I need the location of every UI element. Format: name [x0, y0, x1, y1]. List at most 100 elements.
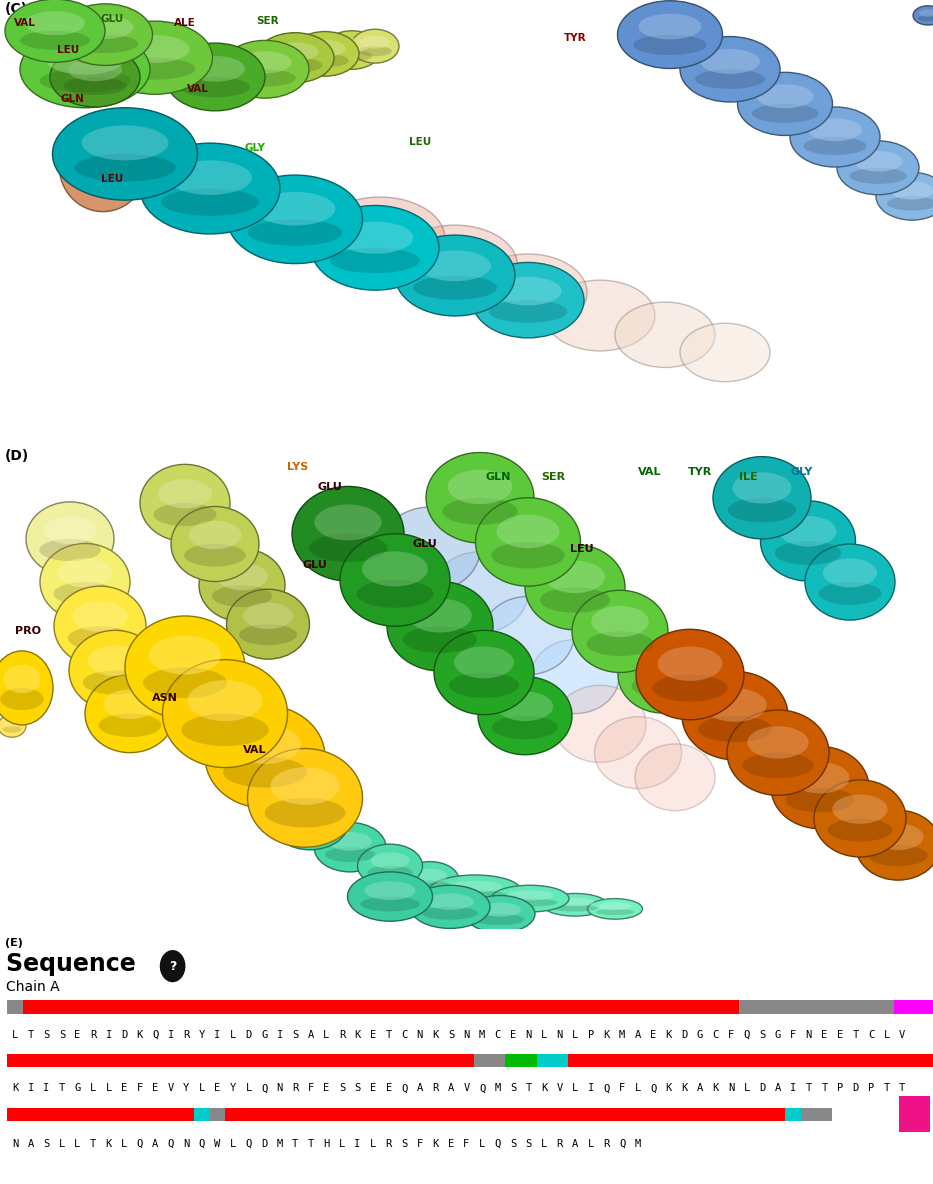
Ellipse shape: [347, 871, 433, 921]
Text: A: A: [448, 1083, 454, 1093]
Text: VAL: VAL: [14, 18, 36, 28]
Ellipse shape: [69, 630, 161, 710]
Text: E: E: [821, 1030, 828, 1040]
Bar: [786, 1108, 801, 1121]
Text: S: S: [339, 1083, 345, 1093]
Ellipse shape: [412, 869, 448, 883]
Ellipse shape: [728, 497, 796, 522]
Ellipse shape: [337, 221, 413, 253]
Ellipse shape: [618, 1, 722, 69]
Ellipse shape: [760, 501, 856, 581]
Ellipse shape: [4, 665, 41, 693]
Text: I: I: [28, 1083, 34, 1093]
Ellipse shape: [59, 120, 147, 212]
Ellipse shape: [805, 543, 895, 620]
Bar: [210, 1108, 225, 1121]
Ellipse shape: [465, 895, 535, 933]
Text: S: S: [759, 1030, 765, 1040]
Text: L: L: [324, 1030, 329, 1040]
Ellipse shape: [168, 160, 252, 195]
Text: TYR: TYR: [688, 466, 712, 477]
Text: E: E: [510, 1030, 516, 1040]
Ellipse shape: [808, 118, 862, 141]
Ellipse shape: [496, 515, 560, 548]
Ellipse shape: [98, 21, 213, 95]
Text: N: N: [277, 1083, 283, 1093]
Ellipse shape: [695, 69, 765, 89]
Text: V: V: [168, 1083, 174, 1093]
Bar: [7, 1000, 23, 1014]
Ellipse shape: [188, 521, 242, 549]
Bar: [194, 1108, 210, 1121]
Ellipse shape: [140, 464, 230, 541]
Text: E: E: [324, 1083, 329, 1093]
Ellipse shape: [46, 45, 124, 75]
Text: K: K: [136, 1030, 143, 1040]
Text: GLY: GLY: [244, 143, 265, 153]
Ellipse shape: [73, 601, 128, 632]
Text: L: L: [12, 1030, 19, 1040]
Text: G: G: [774, 1030, 781, 1040]
Text: R: R: [90, 1030, 96, 1040]
Ellipse shape: [545, 281, 655, 350]
Text: LEU: LEU: [57, 45, 79, 54]
Text: GLU: GLU: [317, 483, 342, 493]
Ellipse shape: [309, 534, 387, 562]
Ellipse shape: [803, 137, 867, 155]
Text: S: S: [525, 1139, 532, 1148]
Text: S: S: [43, 1139, 49, 1148]
Ellipse shape: [181, 714, 269, 746]
Text: S: S: [43, 1030, 49, 1040]
Ellipse shape: [743, 753, 814, 778]
Ellipse shape: [432, 552, 528, 633]
Ellipse shape: [525, 545, 625, 630]
Text: M: M: [494, 1083, 501, 1093]
Ellipse shape: [20, 31, 90, 50]
Text: L: L: [59, 1139, 65, 1148]
Ellipse shape: [20, 31, 150, 108]
Ellipse shape: [180, 77, 250, 97]
Ellipse shape: [72, 34, 138, 53]
Ellipse shape: [53, 583, 117, 605]
Text: N: N: [183, 1139, 189, 1148]
Ellipse shape: [652, 675, 728, 702]
Text: T: T: [28, 1030, 34, 1040]
Text: R: R: [557, 1139, 563, 1148]
Text: E: E: [370, 1083, 376, 1093]
Text: K: K: [665, 1083, 672, 1093]
Ellipse shape: [849, 168, 907, 184]
Text: L: L: [121, 1139, 127, 1148]
Bar: [801, 1108, 832, 1121]
Ellipse shape: [72, 166, 133, 193]
Text: T: T: [90, 1139, 96, 1148]
Ellipse shape: [422, 907, 478, 920]
Text: L: L: [884, 1030, 890, 1040]
Ellipse shape: [25, 11, 85, 36]
Ellipse shape: [449, 673, 519, 697]
Text: SER: SER: [257, 15, 279, 26]
Ellipse shape: [234, 70, 296, 86]
Ellipse shape: [572, 591, 668, 673]
Ellipse shape: [356, 580, 434, 607]
Text: F: F: [619, 1083, 625, 1093]
Text: L: L: [90, 1083, 96, 1093]
Ellipse shape: [328, 832, 371, 850]
Ellipse shape: [271, 767, 340, 805]
Text: GLN: GLN: [485, 472, 510, 482]
Ellipse shape: [469, 255, 587, 332]
Text: H: H: [324, 1139, 329, 1148]
Ellipse shape: [393, 225, 518, 305]
Ellipse shape: [823, 559, 877, 587]
Ellipse shape: [680, 37, 780, 102]
Text: K: K: [432, 1030, 439, 1040]
Text: R: R: [292, 1083, 299, 1093]
Ellipse shape: [223, 757, 307, 787]
Ellipse shape: [357, 844, 423, 887]
Ellipse shape: [325, 848, 375, 862]
Text: Q: Q: [168, 1139, 174, 1148]
Ellipse shape: [323, 31, 381, 69]
Text: Q: Q: [261, 1083, 268, 1093]
Ellipse shape: [476, 497, 580, 586]
Bar: [7, 1054, 474, 1067]
Ellipse shape: [205, 706, 325, 809]
